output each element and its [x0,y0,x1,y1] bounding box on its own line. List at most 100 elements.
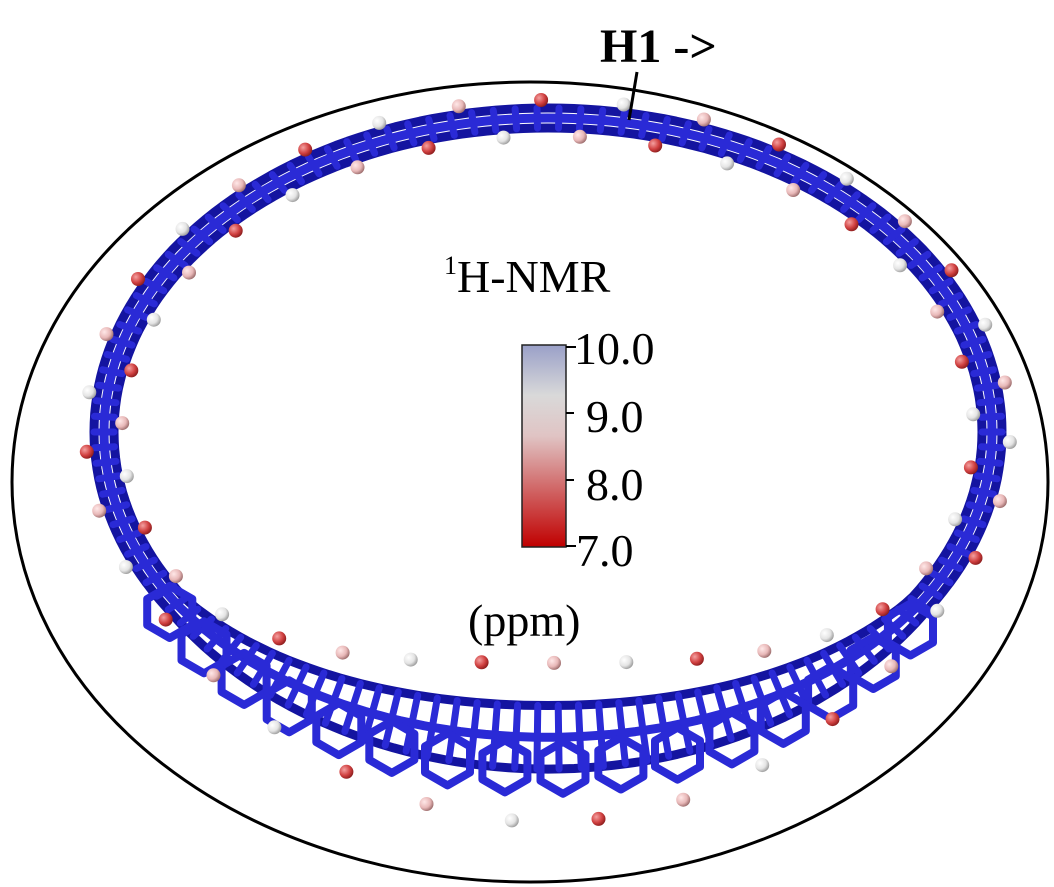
ring-bond [164,595,189,614]
hydrogen-atom [819,628,834,643]
hydrogen-atom [231,178,246,193]
ring-bond [555,104,563,132]
hydrogen-atom [504,813,519,828]
ring-bond [233,642,260,677]
hydrogen-atom [966,407,981,422]
colorbar-tick-label: 10.0 [574,323,655,374]
ring-bond [511,701,522,772]
ring-bond [190,225,214,246]
fused-ring-hexagon [883,599,937,660]
ring-bond [251,180,272,204]
ring-bond [124,306,150,321]
ring-bond [99,366,126,378]
ring-bond [305,153,323,178]
nmr-colorbar: 1H-NMR 10.0 9.0 8.0 7.0 (ppm) [444,251,655,646]
fused-ring-hexagon [846,633,900,693]
ring-bond [946,543,972,558]
ring-bond [92,457,120,467]
hydrogen-atom [755,758,770,773]
hydrogen-atom [786,183,801,197]
hydrogen-atom [997,375,1012,390]
ring-bond [791,161,810,186]
ring-bond [953,321,980,335]
hydrogen-atom [285,188,300,203]
hydrogen-atom [119,469,134,484]
hydrogen-atom [99,327,114,342]
oxygen-atom [648,138,663,153]
ring-bond [103,501,131,513]
ring-bond [918,582,943,600]
hydrogen-atom [118,560,133,574]
ring-bond [323,145,341,170]
ring-bond [824,180,845,204]
hydrogen-atom [146,312,161,327]
ring-bond [235,191,256,213]
ring-bond [960,335,987,349]
oxygen-atom [534,93,549,107]
hydrogen-atom [206,668,221,683]
hydrogen-atom [267,720,282,735]
colorbar-title-superscript: 1 [444,251,457,280]
hydrogen-atom [884,659,899,674]
hydrogen-atom [92,503,107,518]
oxygen-atom [272,631,287,646]
ring-bond [132,292,158,308]
ring-bond [363,131,379,157]
outline-ellipse [10,80,1050,884]
hydrogen-atom [350,160,365,175]
hydrogen-atom [496,130,511,145]
molecular-ring [79,93,1017,828]
hydrogen-atom [1002,435,1017,449]
ring-bond [95,381,123,392]
ring-bond [142,569,168,587]
hydrogen-atom [696,112,711,127]
h1-annotation-label: H1 -> [600,20,717,73]
fused-ring-hexagon [705,708,759,769]
ring-bond [575,105,585,133]
ring-bond [219,202,241,224]
ring-bond [773,153,791,178]
ring-bond [164,250,189,269]
colorbar-title-text: H-NMR [457,251,611,302]
colorbar-title: 1H-NMR [444,251,611,302]
ring-bond [960,515,987,529]
ring-bond [92,397,120,407]
ring-bond [638,112,650,139]
hydrogen-atom [839,171,854,186]
hydrogen-atom [215,607,230,622]
hydrogen-atom [992,494,1007,509]
ring-bond [755,145,773,170]
h1-pointer-line [627,71,639,121]
ring-bond [425,115,438,143]
ring-bond [895,238,919,257]
oxygen-atom [689,651,704,666]
ring-bond [928,277,954,295]
ring-bond [132,556,158,572]
ring-bond [533,104,541,132]
hydrogen-atom [168,569,183,584]
hydrogen-atom [897,214,912,229]
oxygen-atom [228,223,243,238]
ring-bond [343,138,360,163]
ring-bond [109,515,136,529]
oxygen-atom [968,550,983,565]
hydrogen-atom [182,265,196,280]
colorbar-tick-label: 8.0 [586,459,644,510]
hydrogen-atom [419,797,434,811]
ring-bond [404,120,418,147]
ring-bond [91,443,118,452]
hydrogen-atom [676,792,691,807]
hydrogen-atom [616,97,631,112]
oxygen-atom [772,137,786,152]
ring-bond [938,556,964,572]
fused-ring-hexagon [651,723,704,784]
oxygen-atom [875,602,890,617]
fused-ring-hexagon [536,737,590,798]
ring-bond [953,529,980,543]
ring-bond [615,699,629,768]
colorbar-tick-label: 7.0 [576,525,634,576]
ring-bond [116,321,143,335]
hydrogen-atom [619,655,634,670]
ring-bond [109,335,136,349]
